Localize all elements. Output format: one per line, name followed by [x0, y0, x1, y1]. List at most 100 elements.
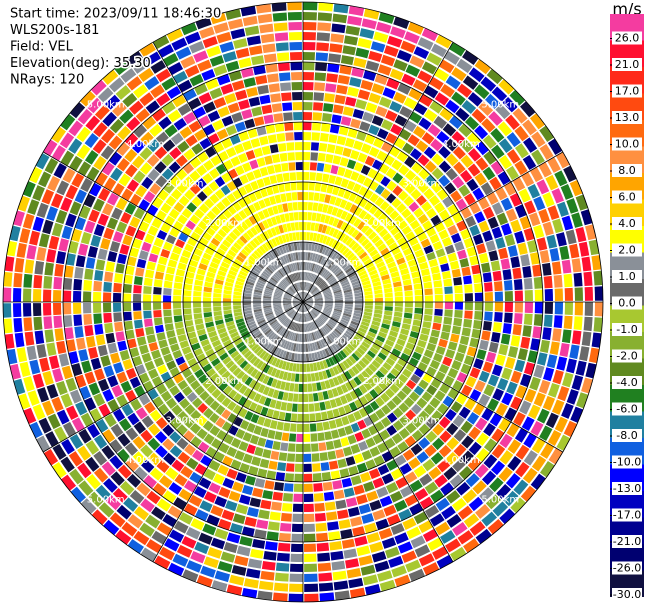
gate [276, 563, 289, 572]
gate [368, 125, 379, 136]
gate [185, 320, 194, 327]
gate [296, 162, 303, 170]
gate [308, 384, 313, 392]
gate [13, 303, 21, 317]
gate [345, 299, 353, 301]
gate [452, 326, 461, 335]
gate [585, 287, 593, 301]
gate [174, 282, 183, 289]
gate [98, 345, 108, 357]
gate [501, 368, 512, 380]
gate [575, 287, 583, 301]
gate [432, 323, 441, 331]
gate [114, 322, 123, 332]
gate [23, 274, 32, 288]
gate [384, 311, 392, 316]
gate [313, 102, 323, 111]
gate [290, 423, 297, 431]
range-label: 1.00km [324, 258, 362, 269]
gate [385, 302, 393, 306]
gate [524, 314, 533, 325]
gate [296, 232, 300, 240]
gate [431, 266, 440, 274]
gate [529, 212, 541, 226]
gate [463, 275, 472, 284]
gate [76, 338, 86, 350]
gate [274, 431, 282, 440]
gate [132, 356, 142, 367]
gate [278, 184, 285, 193]
gate [294, 212, 299, 220]
gate [298, 394, 303, 402]
gate [297, 182, 303, 190]
gate [254, 447, 263, 457]
gate [476, 349, 486, 360]
gate [7, 241, 17, 256]
gate [326, 441, 334, 450]
gate [566, 198, 578, 214]
gate [359, 121, 370, 132]
gate [562, 260, 572, 274]
gate [145, 326, 154, 335]
gate [107, 375, 118, 387]
gate [135, 267, 144, 276]
gate [236, 48, 250, 59]
gate [368, 51, 382, 62]
gate [194, 313, 203, 319]
gate [318, 12, 332, 21]
gate [318, 442, 326, 451]
gate [337, 458, 347, 468]
gate [497, 378, 508, 391]
gate [73, 291, 81, 302]
gate [246, 87, 258, 97]
gate [432, 273, 441, 281]
gate [593, 271, 602, 286]
gate [318, 573, 332, 582]
gate [84, 325, 93, 336]
gate [542, 327, 551, 340]
gate [339, 519, 351, 529]
gate [317, 22, 331, 31]
gate [435, 302, 443, 309]
gate [479, 371, 490, 383]
gate [333, 104, 344, 114]
gate [280, 82, 291, 91]
gate [483, 321, 492, 331]
gate [515, 302, 523, 313]
gate [231, 112, 243, 123]
gate [213, 302, 221, 306]
gate [527, 240, 537, 253]
gate [279, 533, 291, 542]
gate [464, 284, 473, 293]
gate [194, 318, 203, 324]
gate [303, 12, 317, 20]
gate [3, 288, 11, 302]
gate [255, 478, 266, 488]
gate [289, 433, 296, 441]
gate [96, 334, 106, 345]
gate [175, 276, 184, 283]
gate [440, 332, 449, 341]
gate [17, 243, 27, 258]
gate [259, 95, 270, 105]
gate [569, 244, 579, 259]
gate [193, 302, 201, 307]
gate [239, 536, 252, 547]
gate [74, 267, 83, 279]
gate [166, 266, 175, 274]
gate [88, 347, 98, 359]
gate [474, 283, 483, 292]
gate [363, 481, 375, 492]
gate [319, 582, 333, 591]
gate [105, 261, 115, 272]
gate [275, 573, 289, 582]
gate [390, 26, 406, 38]
gate [65, 213, 76, 227]
gate [43, 289, 51, 302]
gate [300, 354, 303, 362]
gate [414, 308, 422, 314]
range-label: 2.00km [205, 218, 243, 229]
gate [422, 275, 431, 282]
range-label: 1.00km [245, 336, 283, 347]
gate [394, 500, 407, 512]
